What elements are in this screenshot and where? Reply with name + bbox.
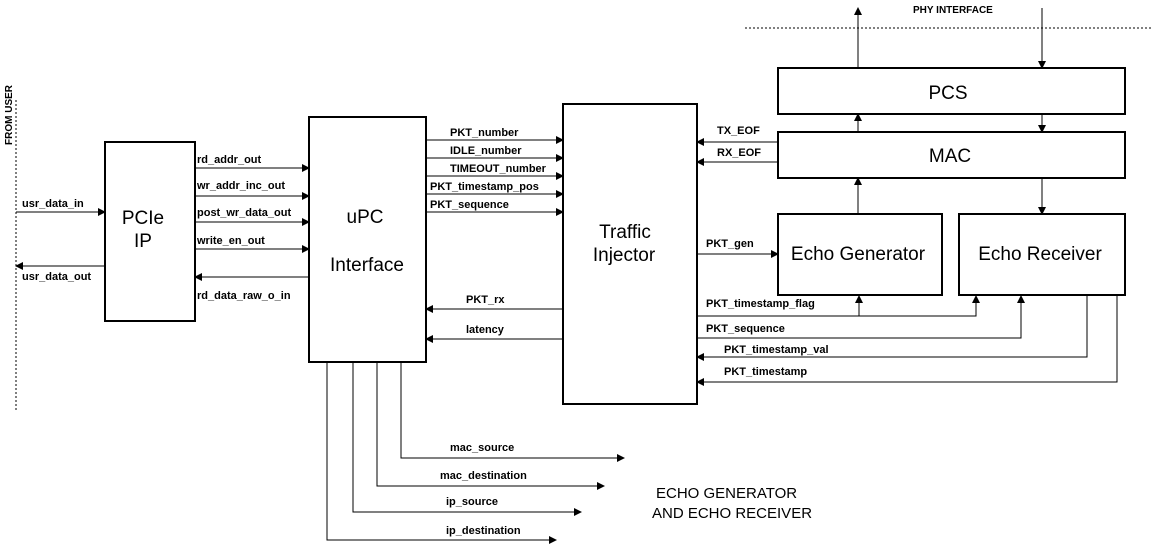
pkt-sequence-in-label: PKT_sequence [706, 323, 785, 335]
write-en-out-label: write_en_out [196, 235, 265, 247]
usr-data-out-label: usr_data_out [22, 271, 91, 283]
mac-destination-wire [376, 362, 605, 490]
mac-label: MAC [929, 146, 971, 167]
pkt-timestamp-wire [696, 295, 1118, 386]
pkt-rx-label: PKT_rx [466, 294, 505, 306]
echo-receiver-block [958, 213, 1126, 296]
pkt-timestamp-val-wire [696, 295, 1088, 361]
rx-eof-label: RX_EOF [717, 147, 761, 159]
traffic-injector-label-1: Traffic [599, 222, 651, 243]
pkt-timestamp-pos-label: PKT_timestamp_pos [430, 181, 539, 193]
rd-addr-out-label: rd_addr_out [197, 154, 262, 166]
pcie-ip-label-1: PCIe [122, 208, 164, 229]
timeout-number-label: TIMEOUT_number [450, 163, 547, 175]
mac-destination-label: mac_destination [440, 470, 527, 482]
echo-receiver-label: Echo Receiver [978, 244, 1102, 265]
usr-data-in-label: usr_data_in [22, 198, 84, 210]
pkt-timestamp-flag-wire [697, 295, 980, 317]
post-wr-data-out-label: post_wr_data_out [197, 207, 291, 219]
ip-destination-wire [326, 362, 557, 544]
ip-source-wire [352, 362, 582, 516]
pkt-sequence-in-wire [697, 295, 1025, 339]
traffic-injector-block [562, 103, 698, 405]
ip-source-label: ip_source [446, 496, 498, 508]
echo-note-line-2: AND ECHO RECEIVER [652, 505, 812, 522]
pkt-number-label: PKT_number [450, 127, 519, 139]
traffic-injector-label-2: Injector [593, 245, 656, 266]
rd-data-raw-o-in-label: rd_data_raw_o_in [197, 290, 291, 302]
mac-source-label: mac_source [450, 442, 514, 454]
mac-source-wire [400, 362, 625, 462]
pcs-label: PCS [928, 83, 967, 104]
pkt-gen-label: PKT_gen [706, 238, 754, 250]
pkt-timestamp-flag-label: PKT_timestamp_flag [706, 298, 815, 310]
phy-interface-label: PHY INTERFACE [913, 5, 993, 16]
tx-eof-label: TX_EOF [717, 125, 760, 137]
mac-block [777, 131, 1126, 179]
echo-note-line-1: ECHO GENERATOR [656, 485, 797, 502]
pcie-ip-label-2: IP [134, 231, 152, 252]
pkt-sequence-out-label: PKT_sequence [430, 199, 509, 211]
upc-interface-label-2: Interface [330, 255, 404, 276]
from-user-label: FROM USER [4, 84, 15, 145]
pkt-timestamp-label: PKT_timestamp [724, 366, 807, 378]
upc-interface-label-1: uPC [347, 207, 384, 228]
ip-destination-label: ip_destination [446, 525, 521, 537]
latency-label: latency [466, 324, 505, 336]
pcs-block [777, 67, 1126, 115]
upc-interface-block [308, 116, 427, 363]
pkt-timestamp-val-label: PKT_timestamp_val [724, 344, 829, 356]
pcie-ip-block [104, 141, 196, 322]
idle-number-label: IDLE_number [450, 145, 522, 157]
wr-addr-inc-out-label: wr_addr_inc_out [196, 180, 285, 192]
echo-generator-label: Echo Generator [791, 244, 926, 265]
